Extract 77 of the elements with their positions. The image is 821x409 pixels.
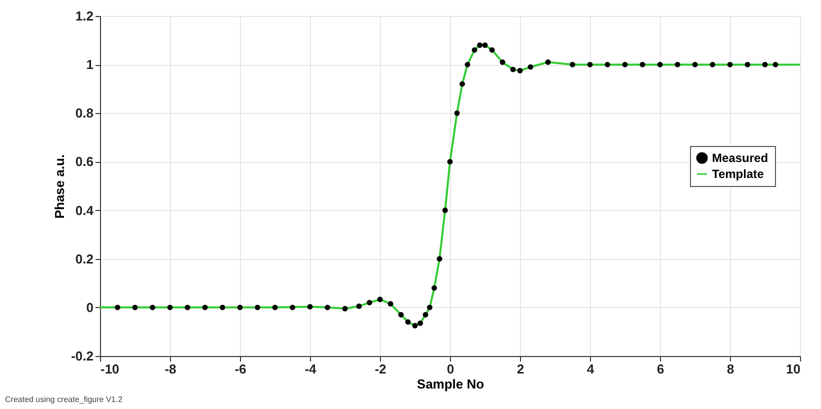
point <box>587 62 593 68</box>
point <box>412 322 418 328</box>
y-tick-label: 0.6 <box>75 154 94 170</box>
point <box>405 319 411 325</box>
legend-label: Template <box>712 167 764 181</box>
y-tick-label: 1.2 <box>75 8 94 24</box>
text: Created using create_figure V1.2 <box>5 395 123 404</box>
x-tick-label: 4 <box>586 362 595 376</box>
x-tick-label: 0 <box>446 362 454 376</box>
point <box>436 256 442 262</box>
point <box>622 62 628 68</box>
point <box>528 64 534 70</box>
point <box>447 158 453 164</box>
point <box>674 62 680 68</box>
point <box>762 62 768 68</box>
x-tick-label: 8 <box>726 362 734 376</box>
point <box>422 312 428 318</box>
point <box>377 296 383 302</box>
x-tick-label: 6 <box>656 362 664 376</box>
x-tick-label: -2 <box>374 362 386 376</box>
point <box>500 59 506 65</box>
point <box>489 47 495 53</box>
point <box>570 62 576 68</box>
y-tick-label: 0 <box>86 300 94 315</box>
point <box>727 62 733 68</box>
point <box>510 66 516 72</box>
point <box>220 304 226 310</box>
point <box>482 42 488 48</box>
x-tick-label: -4 <box>304 362 318 376</box>
point <box>460 81 465 87</box>
y-tick-label: 0.4 <box>75 202 94 218</box>
x-tick-label: 10 <box>786 362 800 376</box>
point <box>132 304 138 310</box>
x-tick-label: 2 <box>516 362 524 376</box>
point <box>366 300 372 306</box>
point <box>426 304 432 310</box>
point <box>517 68 523 74</box>
point <box>640 62 646 68</box>
point <box>657 62 663 68</box>
point <box>324 304 330 310</box>
y-axis-title: Phase a.u. <box>52 154 68 219</box>
point <box>442 208 448 214</box>
point <box>307 304 313 310</box>
point <box>290 304 296 310</box>
point <box>604 62 610 68</box>
x-tick-label: -6 <box>234 362 246 376</box>
y-tick-label: 0.2 <box>75 251 94 266</box>
x-tick-label: -10 <box>100 362 120 376</box>
y-tick-label: 0.8 <box>75 106 94 121</box>
legend-label: Measured <box>712 151 768 165</box>
point <box>237 304 243 310</box>
point <box>710 62 716 68</box>
x-tick-label: -8 <box>164 362 176 376</box>
point <box>202 304 208 310</box>
point <box>398 312 404 318</box>
y-tick-label: 1 <box>86 57 94 72</box>
point <box>545 59 551 65</box>
point <box>114 304 120 310</box>
point <box>432 285 437 291</box>
y-tick-label: -0.2 <box>71 348 94 364</box>
point <box>356 303 362 309</box>
point <box>744 62 750 68</box>
point <box>342 306 348 312</box>
point <box>272 304 278 310</box>
point <box>692 62 698 68</box>
point <box>464 62 470 68</box>
point <box>388 301 394 307</box>
point <box>254 304 260 310</box>
point <box>477 42 482 48</box>
point <box>472 47 478 53</box>
point <box>772 62 778 68</box>
x-axis-title: Sample No <box>416 376 484 392</box>
point <box>454 110 460 116</box>
point <box>418 320 423 326</box>
point <box>150 304 156 310</box>
point <box>184 304 190 310</box>
point <box>167 304 173 310</box>
